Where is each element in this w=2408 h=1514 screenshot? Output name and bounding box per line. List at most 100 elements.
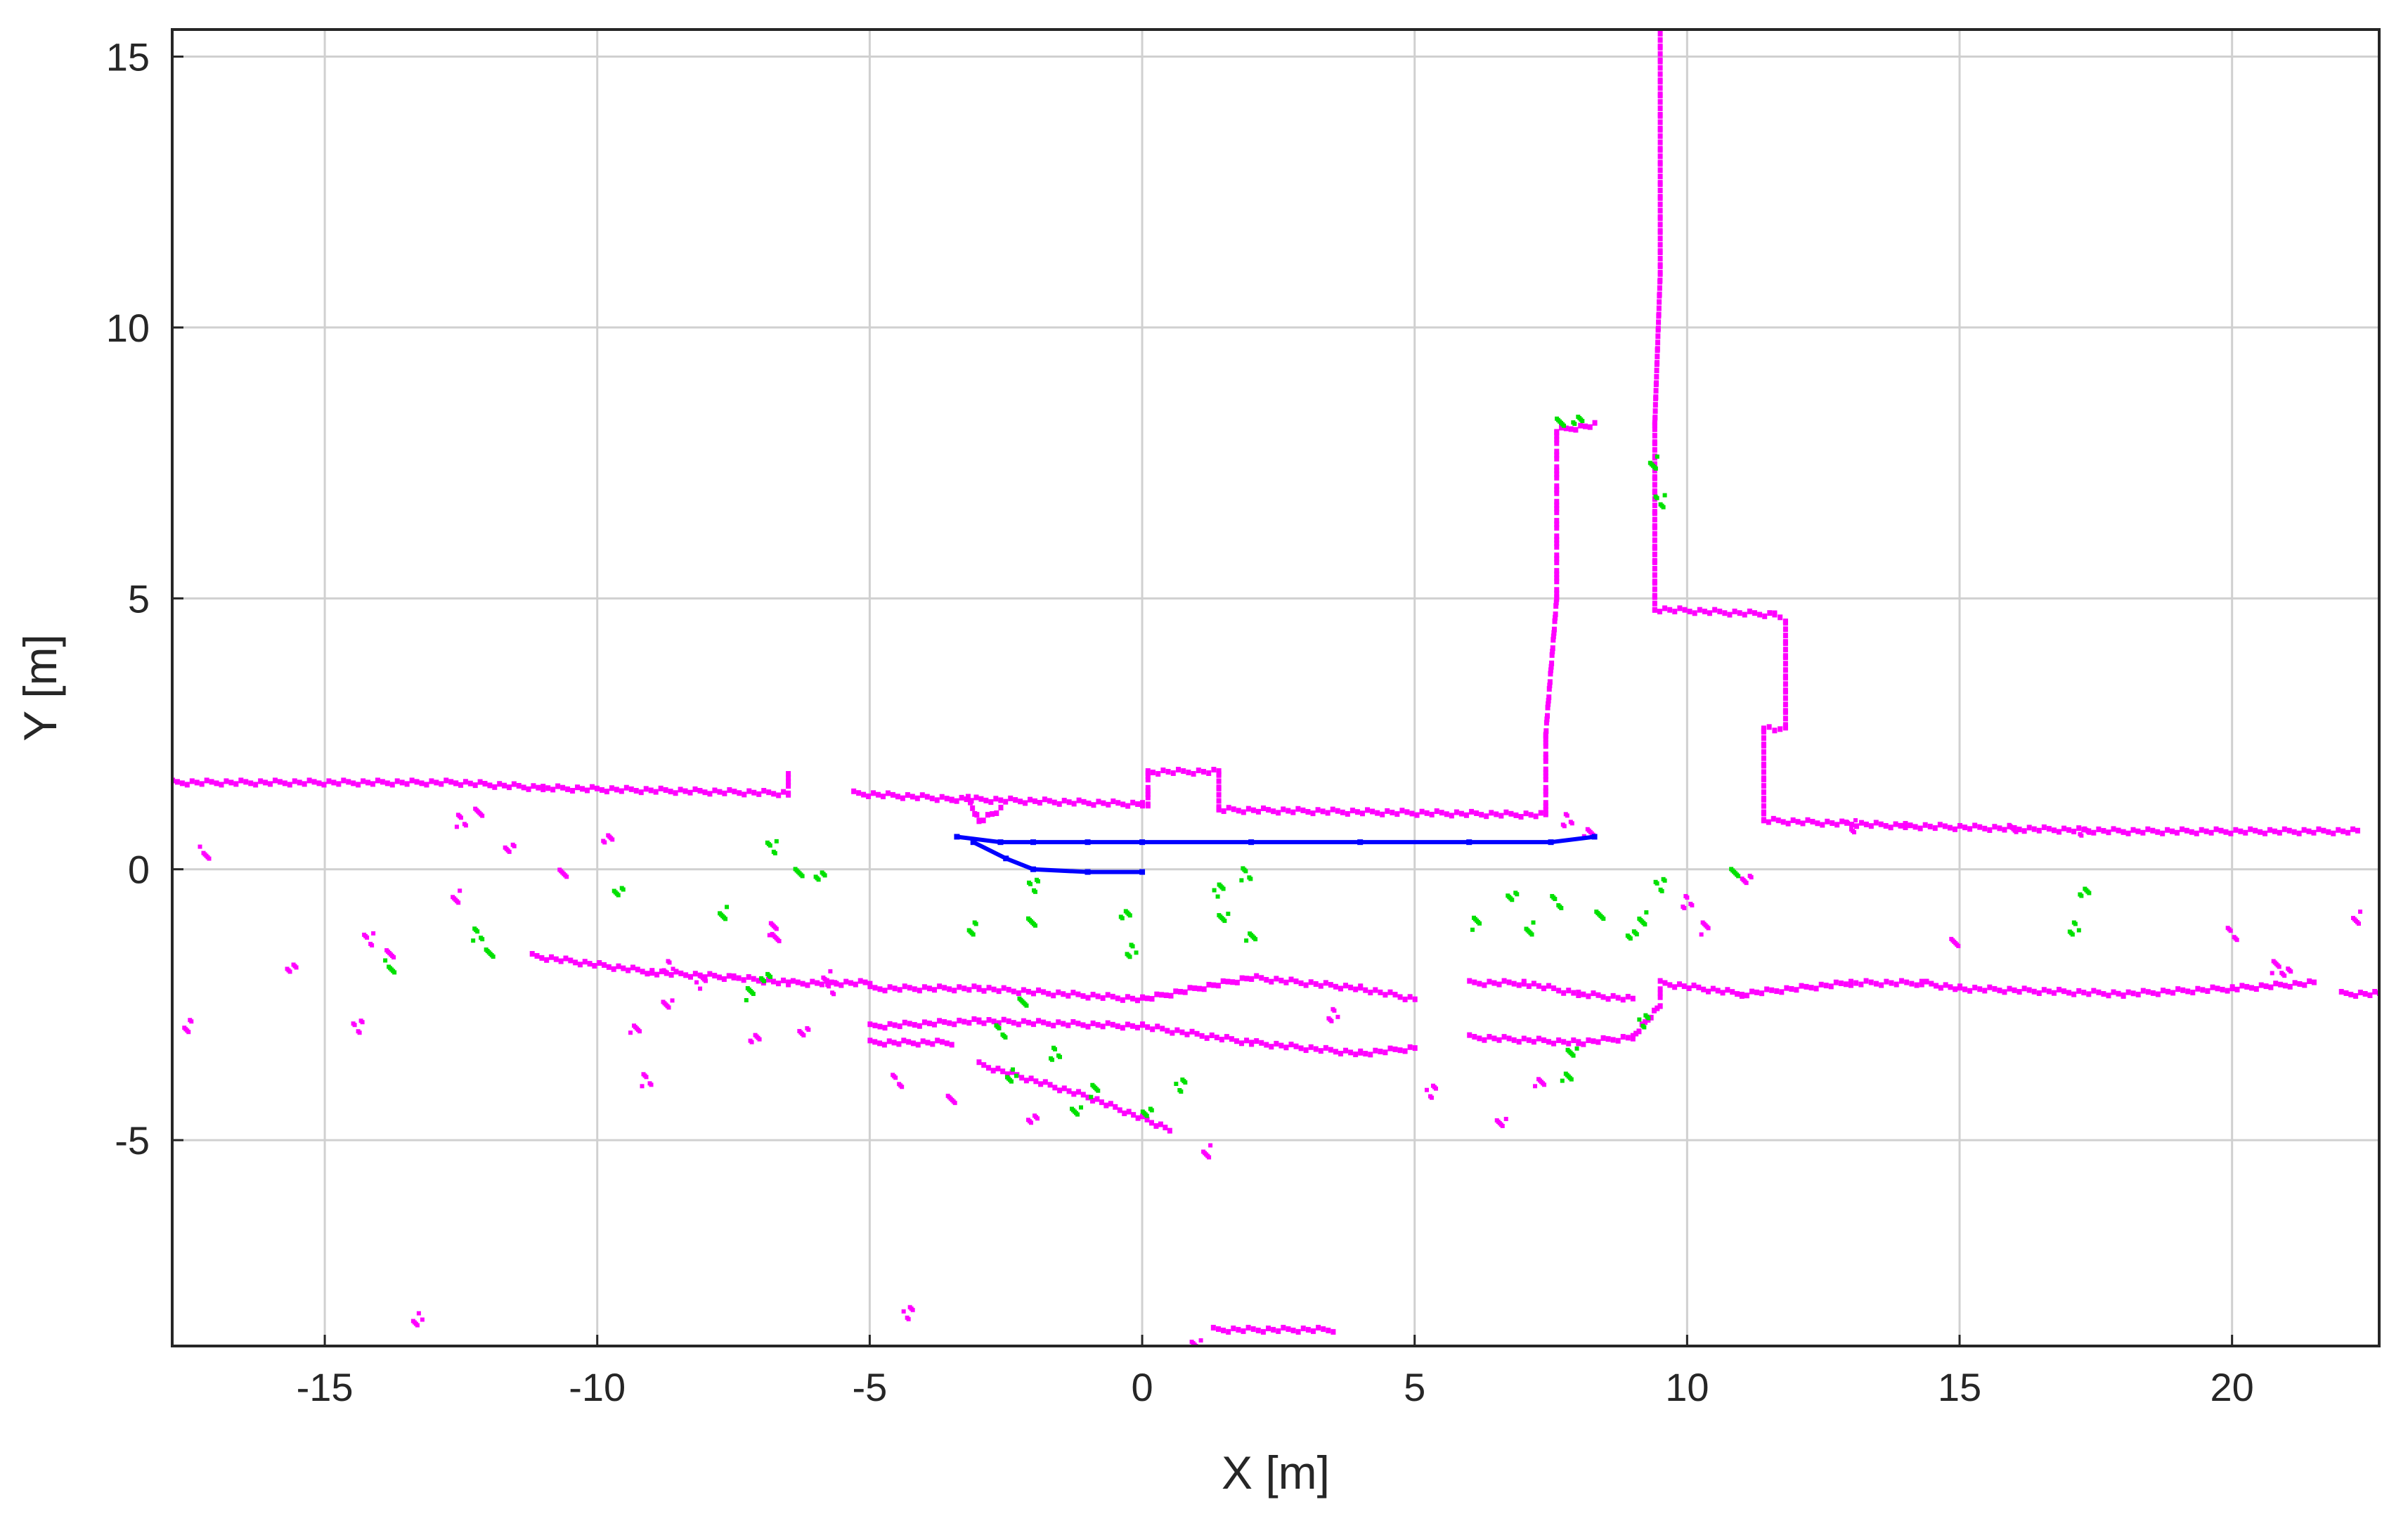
data-point	[1290, 1327, 1296, 1333]
data-point	[1239, 866, 1253, 883]
data-point	[1041, 1019, 1047, 1025]
data-point	[2106, 992, 2111, 999]
data-point	[786, 981, 791, 988]
data-point	[2017, 827, 2022, 833]
data-point	[1942, 823, 1948, 829]
data-point	[1434, 808, 1439, 815]
data-point	[1554, 490, 1560, 496]
data-point	[1657, 37, 1663, 43]
data-point	[1528, 812, 1534, 818]
data-point	[1343, 983, 1349, 989]
data-point	[1290, 809, 1296, 815]
data-point	[1657, 978, 1663, 984]
data-point	[563, 955, 569, 962]
data-point	[1929, 981, 1934, 987]
data-point	[1110, 993, 1115, 999]
data-point	[1800, 820, 1806, 827]
data-point	[1080, 993, 1086, 999]
data-point	[1652, 401, 1658, 408]
data-point	[2155, 991, 2161, 997]
data-point	[1387, 989, 1393, 995]
data-point	[1511, 1037, 1517, 1043]
data-point	[630, 964, 635, 971]
data-point	[707, 971, 713, 977]
x-tick-label: -15	[297, 1365, 354, 1409]
data-point	[1620, 997, 1626, 1003]
data-point	[786, 770, 791, 777]
data-point	[1543, 732, 1548, 738]
data-point	[1491, 980, 1497, 986]
data-point	[991, 1018, 997, 1025]
data-point	[998, 797, 1004, 803]
data-point	[1879, 982, 1884, 988]
data-point	[1692, 610, 1697, 616]
data-point	[2145, 826, 2151, 832]
data-point	[394, 778, 400, 784]
data-point	[2292, 980, 2298, 986]
data-point	[439, 781, 444, 787]
data-point	[1030, 990, 1036, 997]
x-tick-label: -5	[852, 1365, 887, 1409]
data-point	[1086, 801, 1092, 807]
data-point	[1587, 424, 1593, 430]
data-point	[1135, 1025, 1141, 1031]
data-point	[2007, 822, 2019, 834]
data-point	[1662, 605, 1668, 612]
data-point	[1949, 936, 1961, 948]
data-point	[1245, 1324, 1251, 1331]
data-point	[1303, 1047, 1309, 1054]
data-point	[2357, 989, 2363, 995]
data-point	[1135, 1115, 1141, 1121]
data-point	[263, 779, 268, 786]
data-point	[1652, 517, 1657, 523]
data-point	[198, 844, 212, 861]
data-point	[1192, 985, 1198, 991]
data-point	[482, 780, 488, 787]
data-point	[2220, 986, 2225, 992]
data-point	[1904, 979, 1910, 985]
data-point	[1056, 1019, 1061, 1025]
data-point	[1657, 65, 1663, 71]
data-point	[1543, 770, 1548, 776]
data-point	[1269, 1044, 1274, 1050]
data-point	[331, 779, 337, 786]
data-point	[1551, 985, 1557, 991]
data-point	[1595, 992, 1601, 998]
data-point	[1310, 810, 1316, 817]
data-point	[1554, 552, 1560, 559]
data-point	[682, 788, 688, 794]
data-point	[1363, 987, 1368, 993]
series-line	[957, 834, 1595, 845]
data-point	[640, 1072, 654, 1089]
data-point	[1657, 133, 1663, 139]
data-point	[1236, 1326, 1241, 1333]
data-point	[790, 978, 796, 984]
data-point	[1761, 742, 1766, 749]
data-point	[1825, 818, 1830, 824]
data-point	[1697, 607, 1702, 613]
data-point	[1844, 818, 1858, 835]
data-point	[1229, 1036, 1234, 1042]
data-point	[1095, 1022, 1101, 1028]
data-point	[1652, 510, 1657, 517]
data-point	[1489, 810, 1494, 816]
data-point	[2067, 920, 2081, 937]
data-point	[1394, 811, 1400, 817]
data-point	[1652, 572, 1657, 578]
data-point	[1662, 980, 1668, 986]
data-point	[1701, 986, 1707, 992]
data-point	[592, 963, 597, 969]
data-point	[2002, 989, 2007, 995]
data-point	[867, 1037, 873, 1044]
scan-segment	[867, 973, 1418, 1004]
data-point	[2273, 981, 2279, 987]
data-point	[1531, 981, 1536, 987]
data-point	[1449, 813, 1454, 819]
data-point	[1279, 978, 1284, 984]
data-point	[1387, 1045, 1393, 1052]
data-point	[548, 954, 554, 960]
data-point	[786, 779, 791, 785]
data-point	[2213, 826, 2219, 832]
data-point	[1752, 610, 1757, 616]
scan-segment	[1657, 978, 2317, 999]
